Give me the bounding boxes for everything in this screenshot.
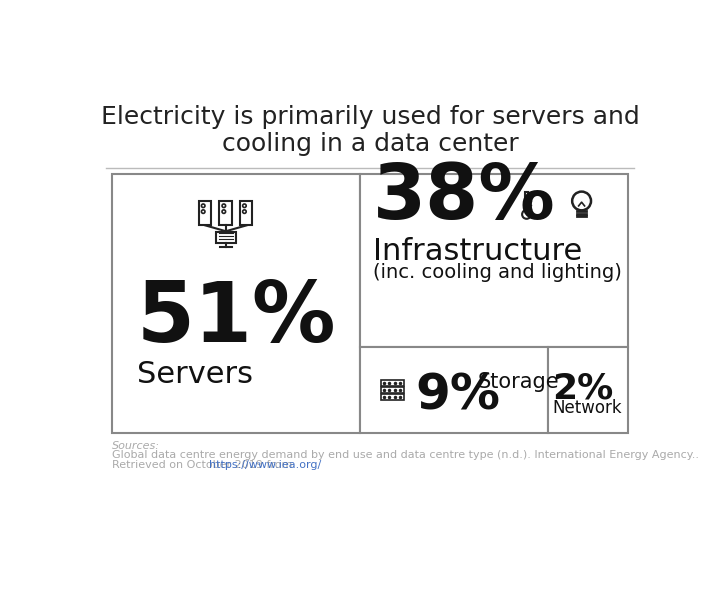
Text: Electricity is primarily used for servers and
cooling in a data center: Electricity is primarily used for server… <box>100 105 640 156</box>
Text: Sources:: Sources: <box>112 441 160 451</box>
Text: Servers: Servers <box>136 360 253 389</box>
Text: 2%: 2% <box>552 372 614 406</box>
FancyBboxPatch shape <box>381 395 404 400</box>
FancyBboxPatch shape <box>525 192 529 214</box>
FancyBboxPatch shape <box>112 174 360 434</box>
Text: https://www.iea.org/: https://www.iea.org/ <box>209 460 321 470</box>
FancyBboxPatch shape <box>381 388 404 393</box>
FancyBboxPatch shape <box>216 232 236 243</box>
FancyBboxPatch shape <box>360 347 547 434</box>
Text: Infrastructure: Infrastructure <box>373 237 583 266</box>
Text: 9%: 9% <box>416 372 501 420</box>
Circle shape <box>572 191 591 210</box>
Text: (inc. cooling and lighting): (inc. cooling and lighting) <box>373 263 622 283</box>
FancyBboxPatch shape <box>240 200 253 226</box>
FancyBboxPatch shape <box>199 200 211 226</box>
Text: Storage: Storage <box>478 372 560 392</box>
FancyBboxPatch shape <box>360 174 628 347</box>
Text: 51%: 51% <box>136 277 336 359</box>
FancyBboxPatch shape <box>219 200 232 226</box>
Circle shape <box>522 210 531 219</box>
FancyBboxPatch shape <box>381 380 404 386</box>
Text: Global data centre energy demand by end use and data centre type (n.d.). Interna: Global data centre energy demand by end … <box>112 450 699 460</box>
Text: 38%: 38% <box>373 161 556 236</box>
Text: Network: Network <box>552 399 622 418</box>
Text: Retrieved on October 2019 from: Retrieved on October 2019 from <box>112 460 296 470</box>
FancyBboxPatch shape <box>547 347 628 434</box>
